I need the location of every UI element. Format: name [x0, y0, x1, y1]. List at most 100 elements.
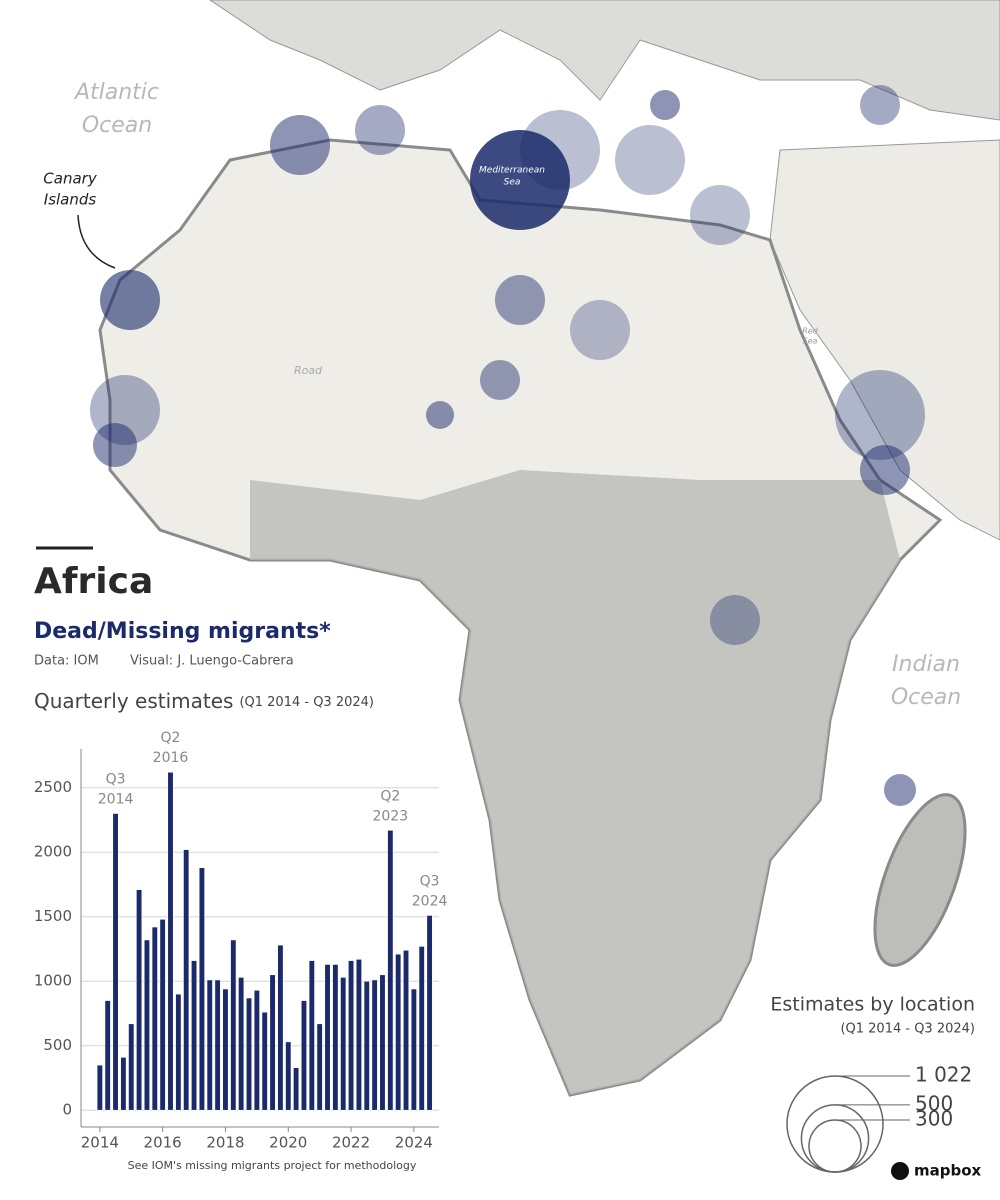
bar — [183, 849, 190, 1111]
x-tick-label: 2020 — [269, 1134, 307, 1152]
annotation: Q3 — [106, 772, 126, 788]
bar — [198, 867, 205, 1111]
bar — [332, 964, 339, 1111]
bar — [120, 1057, 127, 1111]
size-label: 500 — [915, 1091, 953, 1115]
y-tick-label: 1000 — [34, 972, 72, 990]
bar — [418, 946, 425, 1111]
x-tick-label: 2024 — [395, 1134, 433, 1152]
footnote: See IOM's missing migrants project for m… — [128, 1159, 417, 1172]
annotation: 2016 — [153, 750, 189, 766]
incident-bubble — [860, 85, 900, 125]
bar — [151, 926, 158, 1111]
bar — [245, 997, 253, 1111]
incident-bubble — [480, 360, 520, 400]
legend-subtitle: (Q1 2014 - Q3 2024) — [840, 1022, 975, 1037]
incidents — [90, 85, 925, 806]
ocean-label: Ocean — [891, 685, 961, 710]
bar — [269, 974, 276, 1111]
y-tick-label: 1500 — [34, 907, 72, 925]
ocean-label: Atlantic — [73, 80, 159, 105]
incident-bubble — [650, 90, 680, 120]
incident-bubble — [884, 774, 916, 806]
bar — [206, 979, 213, 1111]
place-label: Sea — [504, 178, 521, 188]
source: Data: IOM — [34, 654, 99, 669]
bar — [230, 939, 237, 1111]
bar — [316, 1023, 323, 1111]
mapbox-logo: mapbox — [891, 1162, 982, 1180]
place-label: Road — [294, 364, 323, 377]
y-tick-label: 500 — [43, 1036, 72, 1054]
bar — [387, 829, 394, 1111]
bar — [340, 977, 347, 1111]
bar — [293, 1067, 300, 1111]
bar — [167, 771, 174, 1111]
incident-bubble — [270, 115, 330, 175]
bar — [214, 979, 221, 1111]
bar — [253, 989, 260, 1111]
bar — [308, 960, 315, 1111]
savanna — [250, 470, 900, 1095]
bar — [128, 1023, 135, 1111]
title: Africa — [34, 561, 153, 602]
incident-bubble — [100, 270, 160, 330]
annotation: 2014 — [98, 792, 134, 808]
bar — [348, 960, 355, 1111]
bar — [426, 915, 433, 1111]
annotation: 2023 — [373, 808, 409, 824]
incident-bubble — [93, 423, 137, 467]
x-tick-label: 2014 — [81, 1134, 119, 1152]
incident-bubble — [470, 130, 570, 230]
incident-bubble — [615, 125, 685, 195]
bar — [355, 958, 362, 1111]
annotation: Q3 — [420, 873, 440, 889]
bar — [379, 974, 386, 1111]
bar — [371, 979, 378, 1111]
size-label: 300 — [915, 1106, 953, 1130]
bar — [410, 988, 417, 1111]
land — [98, 0, 1000, 1097]
pointer — [77, 214, 116, 269]
bar — [285, 1041, 292, 1111]
bar — [238, 977, 245, 1111]
bar — [363, 980, 370, 1111]
incident-bubble — [710, 595, 760, 645]
bar — [96, 1064, 103, 1111]
bar — [175, 993, 182, 1111]
attribution: mapbox — [914, 1162, 982, 1180]
y-tick-label: 2000 — [34, 843, 72, 861]
europe — [209, 0, 1000, 121]
incident-bubble — [426, 401, 454, 429]
madagascar — [873, 793, 967, 967]
bar — [159, 918, 166, 1111]
annotation: Q2 — [161, 730, 181, 746]
bar — [277, 944, 284, 1111]
chart-subtitle: (Q1 2014 - Q3 2024) — [239, 695, 374, 710]
bar — [112, 813, 119, 1111]
bar — [143, 939, 150, 1111]
annotation: Q2 — [380, 788, 400, 804]
incident-bubble — [690, 185, 750, 245]
incident-bubble — [495, 275, 545, 325]
bar — [104, 1000, 111, 1111]
x-tick-label: 2016 — [144, 1134, 182, 1152]
size-label: 1 022 — [915, 1063, 972, 1087]
incident-bubble — [570, 300, 630, 360]
annotation: 2024 — [412, 893, 448, 909]
incident-bubble — [835, 370, 925, 460]
ocean-label: Indian — [892, 652, 960, 677]
place-label: Islands — [44, 191, 97, 209]
y-tick-label: 2500 — [34, 778, 72, 796]
subtitle: Dead/Missing migrants* — [34, 619, 331, 644]
logo-icon — [891, 1162, 909, 1180]
bar — [324, 964, 331, 1111]
bar — [300, 1000, 308, 1111]
x-tick-label: 2018 — [206, 1134, 244, 1152]
credit: Visual: J. Luengo-Cabrera — [130, 654, 294, 669]
place-label: Canary — [43, 170, 98, 188]
place-label: Mediterranean — [479, 166, 545, 176]
bar — [136, 889, 143, 1111]
bar — [402, 949, 410, 1111]
x-tick-label: 2022 — [332, 1134, 370, 1152]
